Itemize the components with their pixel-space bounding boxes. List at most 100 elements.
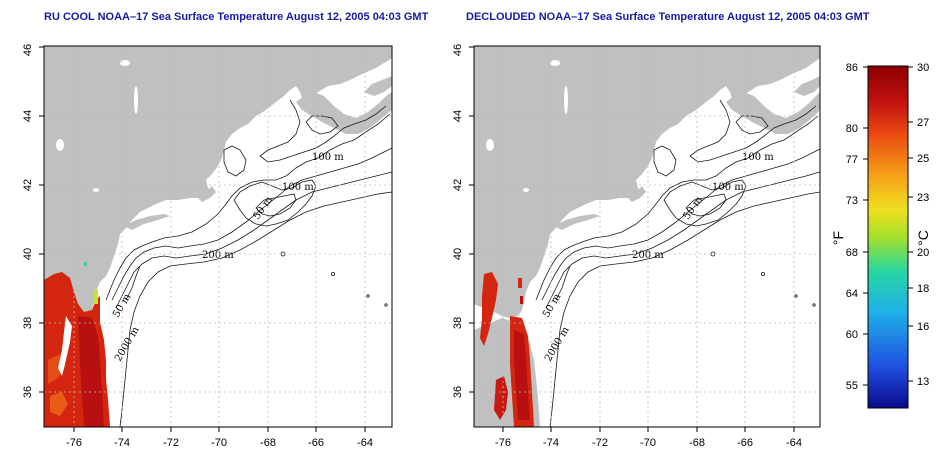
contour-label: 100 m [312, 152, 344, 163]
land-long-island [554, 214, 600, 230]
contour-line [685, 193, 727, 217]
map-panel-right: 100 m 100 m 50 m 200 m 50 m 2000 m [452, 44, 821, 449]
land-cape-breton [364, 76, 392, 96]
y-tick-label: 44 [22, 110, 34, 122]
graticule [474, 46, 820, 427]
y-tick-label: 46 [452, 44, 464, 56]
contour-line [689, 99, 817, 163]
x-tick-label: -72 [592, 437, 608, 449]
x-tick-label: -66 [308, 437, 324, 449]
sst-data [518, 278, 522, 288]
x-tick-label: -64 [786, 437, 802, 449]
contour-line [545, 171, 821, 309]
graticule [44, 46, 392, 427]
celsius-tick-label: 13 [917, 376, 929, 388]
contour-line [105, 113, 391, 301]
x-tick-label: -68 [260, 437, 276, 449]
contour-line [760, 271, 765, 276]
contour-line [541, 148, 821, 301]
contour-line [555, 265, 571, 301]
sst-data [480, 272, 498, 346]
contour-label: 100 m [282, 182, 314, 193]
lake [93, 188, 99, 192]
contour-line [330, 271, 335, 276]
land-mainland [44, 46, 392, 318]
contour-label: 200 m [202, 250, 234, 261]
contour-line [549, 191, 821, 428]
y-tick-label: 36 [452, 386, 464, 398]
y-tick-label: 42 [452, 179, 464, 191]
land-long-island [124, 214, 170, 230]
land-cape-cod [628, 186, 646, 202]
lake [56, 139, 64, 151]
celsius-unit-label: °C [915, 230, 931, 246]
fahrenheit-tick-label: 77 [846, 154, 858, 166]
fahrenheit-tick-label: 64 [846, 288, 858, 300]
y-tick-label: 40 [22, 248, 34, 260]
land-nova-scotia [296, 92, 392, 134]
map-frame [43, 45, 393, 428]
fahrenheit-tick-label: 68 [846, 247, 858, 259]
map-title-left: RU COOL NOAA–17 Sea Surface Temperature … [44, 11, 429, 23]
y-tick-label: 40 [452, 248, 464, 260]
x-tick-label: -74 [543, 437, 559, 449]
celsius-tick-label: 27 [917, 117, 929, 129]
colorbar-scale [867, 65, 909, 409]
contour-line [233, 179, 317, 227]
land-cape-breton [794, 76, 820, 96]
lake [550, 60, 560, 66]
x-tick-label: -70 [640, 437, 656, 449]
sst-data [78, 316, 104, 427]
y-tick-label: 42 [22, 179, 34, 191]
contour-line [111, 147, 393, 301]
contour-line [812, 303, 816, 307]
fahrenheit-tick-label: 55 [846, 380, 858, 392]
x-tick-label: -64 [357, 437, 373, 449]
contour-label: 100 m [742, 152, 774, 163]
y-tick-label: 36 [22, 386, 34, 398]
contour-line [223, 145, 247, 177]
water-inlet [58, 316, 72, 376]
land-mainland [474, 46, 820, 318]
lake [134, 86, 138, 114]
map-frame [473, 45, 821, 428]
celsius-tick-label: 16 [917, 321, 929, 333]
y-tick-label: 44 [452, 110, 464, 122]
contour-label: 200 m [632, 250, 664, 261]
celsius-tick-label: 18 [917, 283, 929, 295]
contour-line [119, 191, 393, 428]
x-tick-label: -76 [495, 437, 511, 449]
x-tick-label: -70 [211, 437, 227, 449]
lake [523, 188, 529, 192]
sst-data [514, 330, 530, 420]
x-tick-label: -68 [689, 437, 705, 449]
celsius-tick-label: 23 [917, 192, 929, 204]
contour-line [125, 265, 141, 301]
sst-data [494, 376, 508, 420]
y-tick-label: 38 [452, 317, 464, 329]
bathymetry-contours [105, 99, 393, 428]
x-tick-label: -74 [114, 437, 130, 449]
map-title-right: DECLOUDED NOAA–17 Sea Surface Temperatur… [466, 11, 870, 23]
fahrenheit-tick-label: 80 [846, 123, 858, 135]
fahrenheit-tick-label: 73 [846, 195, 858, 207]
fahrenheit-tick-label: 86 [846, 62, 858, 74]
colorbar: 86 80 77 73 68 64 60 55 30 27 25 23 20 1… [830, 62, 931, 409]
contour-line [535, 115, 819, 301]
colorbar-ticks [863, 66, 913, 386]
sst-data [50, 392, 68, 416]
land-nova-scotia [726, 92, 820, 134]
fahrenheit-unit-label: °F [830, 231, 846, 245]
lake [564, 86, 568, 114]
contour-line [653, 145, 677, 177]
sst-data [94, 290, 98, 304]
map-right-content: 100 m 100 m 50 m 200 m 50 m 2000 m [474, 46, 821, 428]
x-tick-label: -66 [737, 437, 753, 449]
sst-data [84, 262, 87, 266]
x-tick-label: -76 [66, 437, 82, 449]
contour-line [366, 294, 370, 298]
y-axis-ticks [39, 46, 44, 393]
y-tick-label: 38 [22, 317, 34, 329]
celsius-tick-label: 25 [917, 153, 929, 165]
